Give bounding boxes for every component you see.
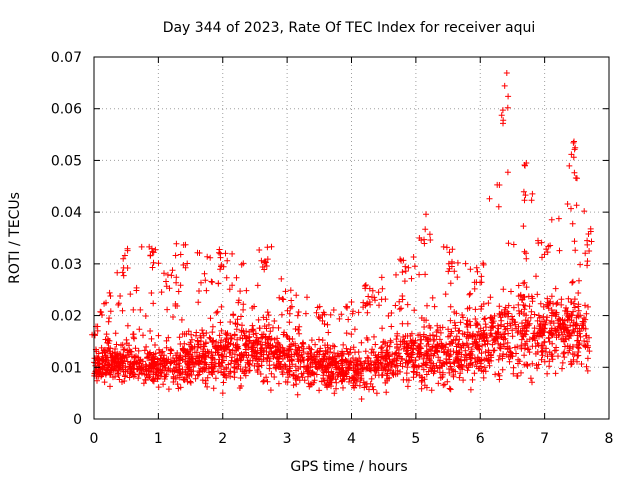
y-tick-label: 0	[73, 412, 82, 428]
roti-points	[89, 70, 595, 402]
x-tick-label: 4	[347, 431, 356, 447]
x-tick-label: 7	[540, 431, 549, 447]
chart-title: Day 344 of 2023, Rate Of TEC Index for r…	[163, 20, 536, 36]
grid-lines	[94, 57, 609, 419]
y-axis-label: ROTI / TECUs	[7, 192, 23, 284]
y-tick-label: 0.01	[51, 360, 82, 376]
y-tick-label: 0.06	[51, 102, 82, 118]
y-tick-labels: 0 0.01 0.02 0.03 0.04 0.05 0.06 0.07	[51, 50, 82, 428]
x-axis-label: GPS time / hours	[290, 459, 407, 475]
y-tick-label: 0.07	[51, 50, 82, 66]
x-tick-label: 8	[605, 431, 614, 447]
x-tick-label: 1	[154, 431, 163, 447]
data-points	[89, 70, 595, 402]
x-tick-label: 2	[218, 431, 227, 447]
x-tick-labels: 0 1 2 3 4 5 6 7 8	[90, 431, 614, 447]
x-tick-label: 3	[283, 431, 292, 447]
x-tick-label: 6	[476, 431, 485, 447]
x-tick-label: 5	[411, 431, 420, 447]
x-tick-label: 0	[90, 431, 99, 447]
axis-ticks	[93, 56, 610, 420]
y-tick-label: 0.03	[51, 257, 82, 273]
y-tick-label: 0.05	[51, 153, 82, 169]
y-tick-label: 0.02	[51, 309, 82, 325]
y-tick-label: 0.04	[51, 205, 82, 221]
